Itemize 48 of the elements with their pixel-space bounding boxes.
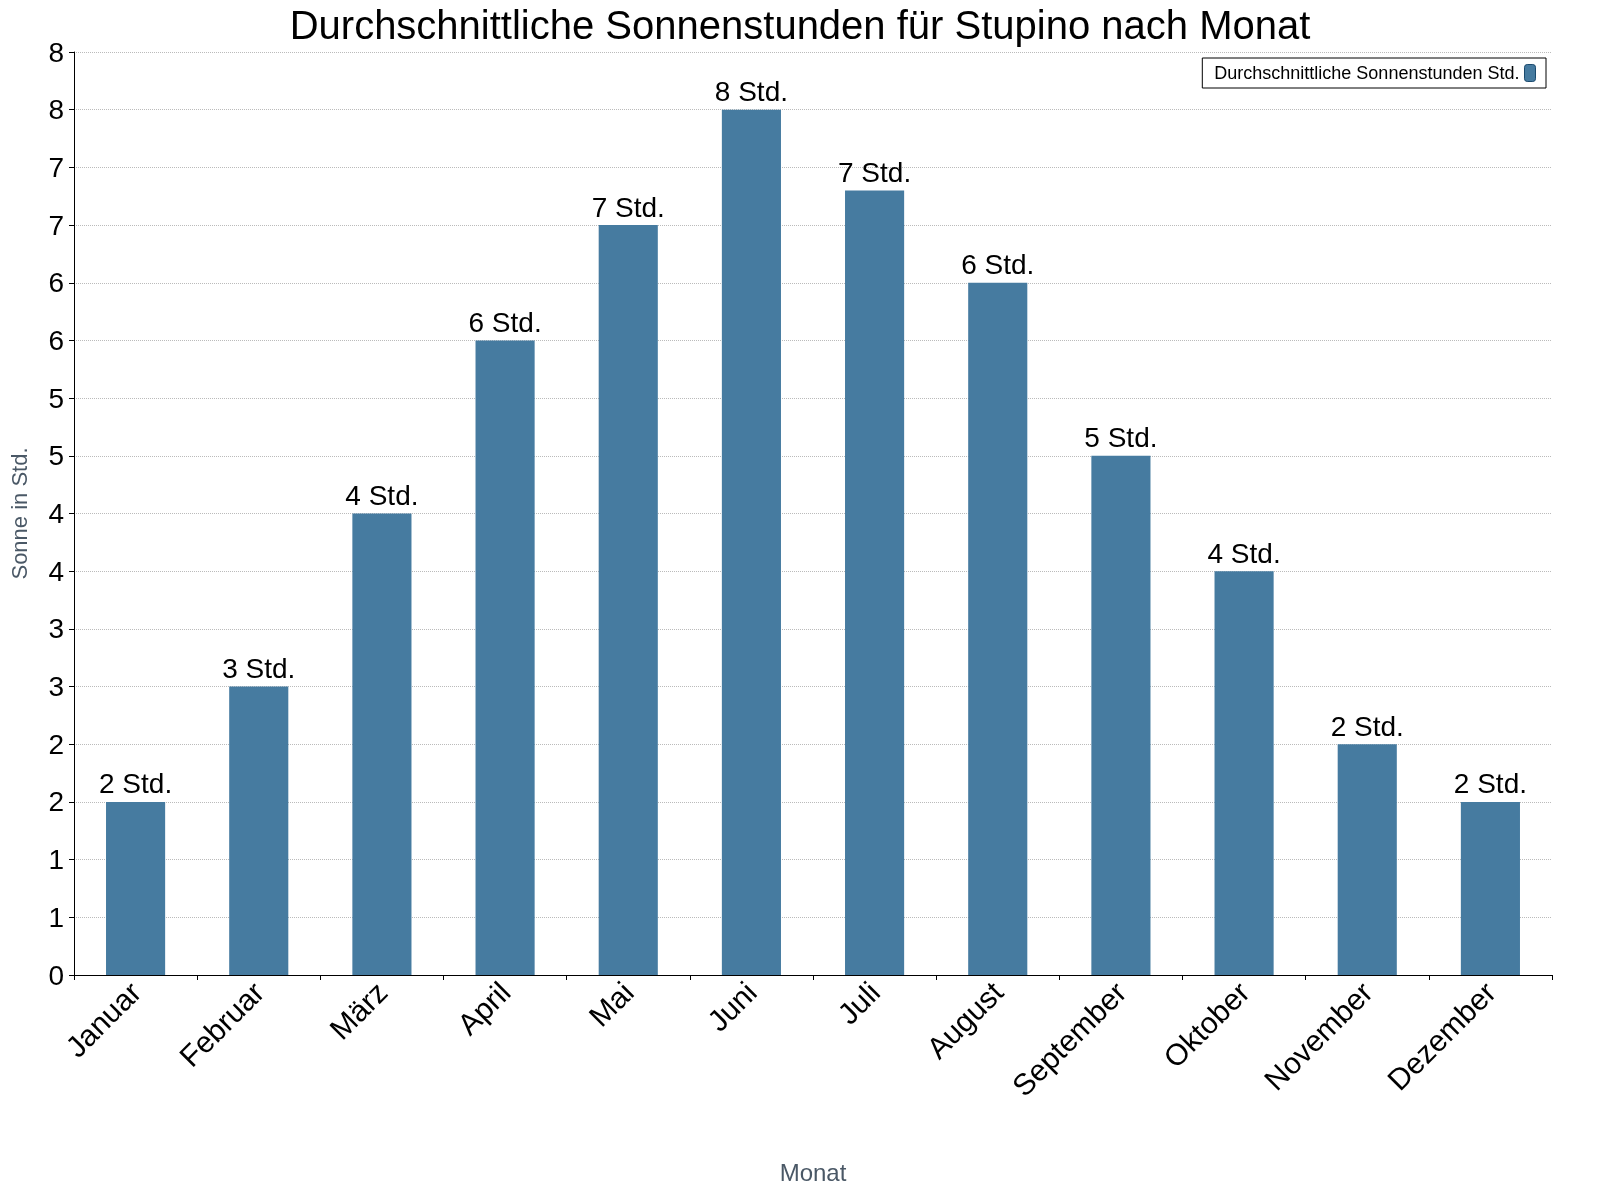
data-label: 2 Std. (1453, 768, 1527, 800)
bar (598, 225, 658, 975)
bar (968, 282, 1028, 975)
bar (1091, 455, 1151, 975)
y-tick-label: 5 (48, 440, 64, 472)
y-tick-label: 5 (48, 382, 64, 414)
data-label: 7 Std. (838, 156, 912, 188)
x-tick-label: Juni (700, 975, 764, 1038)
x-tick-label: Juli (831, 975, 887, 1031)
y-tick-label: 0 (48, 959, 64, 991)
bar (229, 686, 289, 975)
bar (475, 340, 535, 975)
data-label: 8 Std. (714, 76, 788, 108)
data-label: 4 Std. (345, 480, 419, 511)
y-axis-title: Sonne in Std. (6, 447, 32, 580)
data-label: 7 Std. (591, 191, 665, 223)
y-tick-label: 3 (48, 671, 64, 703)
data-label: 6 Std. (468, 306, 542, 338)
y-tick-label: 4 (48, 555, 64, 587)
chart-title: Durchschnittliche Sonnenstunden für Stupino nach Monat (289, 3, 1311, 47)
bar (721, 109, 781, 975)
y-tick-label: 3 (48, 613, 64, 645)
x-tick-label: Mai (582, 975, 640, 1033)
y-tick-label: 1 (48, 901, 64, 933)
legend-label: Durchschnittliche Sonnenstunden Std. (1214, 63, 1520, 83)
bar (845, 190, 905, 975)
y-tick-label: 6 (48, 324, 64, 356)
y-tick-label: 6 (48, 267, 64, 299)
y-tick-label: 7 (48, 209, 64, 241)
y-tick-label: 1 (48, 844, 64, 876)
bar (1460, 801, 1520, 975)
y-tick-label: 2 (48, 786, 64, 818)
bar (1337, 744, 1397, 975)
data-label: 6 Std. (961, 249, 1035, 281)
y-tick-label: 8 (48, 36, 64, 68)
x-axis-title: Monat (779, 1158, 847, 1186)
bar (1214, 571, 1274, 975)
bar (106, 801, 166, 975)
y-tick-label: 8 (48, 94, 64, 126)
data-label: 5 Std. (1084, 422, 1158, 454)
y-tick-label: 2 (48, 728, 64, 760)
data-label: 2 Std. (1330, 710, 1404, 742)
bar (352, 513, 412, 975)
y-tick-label: 7 (48, 151, 64, 183)
data-label: 2 Std. (99, 768, 173, 800)
y-tick-label: 4 (48, 498, 64, 529)
data-label: 3 Std. (222, 653, 296, 685)
data-label: 4 Std. (1207, 537, 1281, 569)
